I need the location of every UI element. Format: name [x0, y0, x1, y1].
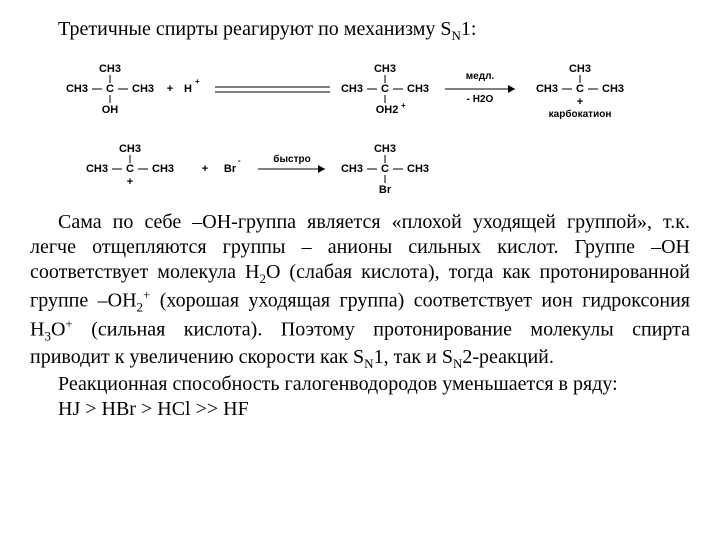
paragraph-2: Реакционная способность галогенводородов…	[30, 372, 690, 397]
cat-ch3-left: CH3	[536, 83, 558, 95]
p2-c: C	[381, 163, 389, 175]
series-d: HF	[218, 398, 249, 420]
page-title: Третичные спирты реагируют по механизму …	[30, 18, 690, 44]
p1-h: O	[51, 319, 65, 341]
paragraph-1: Сама по себе –OH-группа является «плохой…	[30, 210, 690, 372]
p1-c: C	[381, 83, 389, 95]
title-text-1: Третичные спирты реагируют по механизму …	[58, 18, 452, 40]
r2-ch3-right: CH3	[152, 163, 174, 175]
r1-c: C	[106, 83, 114, 95]
p1-ch3-top: CH3	[374, 63, 396, 75]
p1-oh2: OH2	[376, 104, 399, 116]
plus-2: +	[202, 163, 208, 175]
medl-label: медл.	[466, 71, 495, 82]
br-anion: Br	[224, 163, 237, 175]
bystro-label: быстро	[273, 153, 310, 165]
arrow-fast-icon	[258, 165, 325, 173]
h-plus: H	[184, 83, 192, 95]
plus-1: +	[167, 83, 173, 95]
p1-ch3-right: CH3	[407, 83, 429, 95]
r1-ch3-left: CH3	[66, 83, 88, 95]
series-c: HCl	[152, 398, 195, 420]
p2-ch3-left: CH3	[341, 163, 363, 175]
r2-c: C	[126, 163, 134, 175]
p1-ch3-left: CH3	[341, 83, 363, 95]
r1-oh: OH	[102, 104, 119, 116]
arrow-slow-icon	[445, 85, 515, 93]
cat-c: C	[576, 83, 584, 95]
br-charge: -	[238, 156, 241, 165]
reaction-scheme: CH3 CH3 C CH3 OH + H + CH3 CH3 C	[40, 52, 680, 204]
r2-plus-charge: +	[127, 176, 133, 188]
series-a: HJ	[58, 398, 85, 420]
p2-ch3-right: CH3	[407, 163, 429, 175]
r2-ch3-top: CH3	[119, 143, 141, 155]
series-gt3: >>	[196, 398, 219, 420]
equilibrium-arrow-icon	[215, 82, 330, 97]
cat-ch3-right: CH3	[602, 83, 624, 95]
p1-n: 2-реакций.	[462, 346, 553, 368]
p1-k: N	[364, 356, 373, 371]
p1-l: 1, так и S	[374, 346, 453, 368]
series-b: HBr	[97, 398, 141, 420]
series-gt1: >	[85, 398, 96, 420]
p1-oh2-charge: +	[401, 101, 406, 110]
p1-i: +	[65, 316, 72, 331]
p1-j: (сильная кислота). Поэтому протонировани…	[30, 319, 690, 368]
title-text-2: 1:	[461, 18, 477, 40]
reactivity-series: HJ > HBr > HCl >> HF	[30, 397, 690, 422]
series-gt2: >	[141, 398, 152, 420]
carbocation-label: карбокатион	[549, 108, 612, 120]
r1-ch3-right: CH3	[132, 83, 154, 95]
minus-h2o: - H2O	[467, 94, 494, 105]
h-charge: +	[195, 77, 200, 86]
cat-ch3-top: CH3	[569, 63, 591, 75]
p2-ch3-top: CH3	[374, 143, 396, 155]
r2-ch3-left: CH3	[86, 163, 108, 175]
p2-br: Br	[379, 184, 392, 196]
title-sub: N	[452, 28, 461, 43]
cat-plus: +	[577, 96, 583, 108]
r1-ch3-top: CH3	[99, 63, 121, 75]
p1-m: N	[453, 356, 462, 371]
